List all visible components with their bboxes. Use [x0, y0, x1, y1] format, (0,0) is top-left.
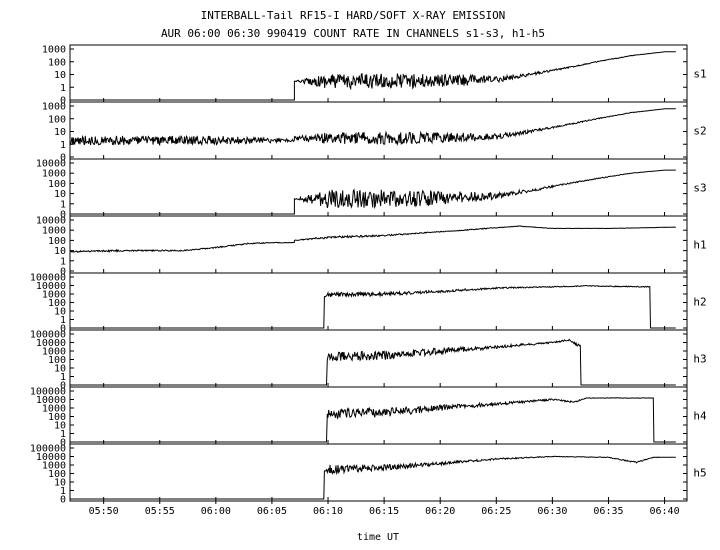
y-tick-label: 10 [54, 189, 66, 200]
series-line-h5 [70, 455, 676, 500]
y-tick-label: 100 [48, 298, 66, 309]
panel-frame [69, 386, 688, 445]
y-tick-label: 10000 [36, 159, 66, 170]
channel-label: h5 [693, 467, 706, 480]
x-tick-label: 06:10 [313, 506, 343, 517]
y-tick-label: 1 [60, 83, 66, 94]
x-tick-label: 06:25 [481, 506, 511, 517]
series-line-s2 [69, 108, 676, 147]
panels-group: 10001001010s110001001010s210000100010010… [30, 44, 707, 506]
x-tick-label: 06:15 [369, 506, 399, 517]
y-tick-label: 1000 [42, 347, 66, 358]
y-tick-label: 100 [48, 469, 66, 480]
x-tick-label: 05:55 [145, 506, 175, 517]
y-tick-label: 100000 [30, 444, 66, 455]
series-line-h2 [70, 284, 676, 329]
y-tick-label: 100 [48, 236, 66, 247]
y-tick-label: 0 [60, 210, 66, 221]
y-tick-label: 100 [48, 412, 66, 423]
y-tick-label: 10 [54, 421, 66, 432]
panel-frame [69, 329, 688, 388]
y-tick-label: 0 [60, 96, 66, 107]
channel-label: s3 [693, 182, 706, 195]
series-line-h4 [70, 397, 676, 443]
x-tick-label: 06:40 [650, 506, 680, 517]
channel-label: s1 [693, 68, 706, 81]
y-tick-label: 10 [54, 70, 66, 81]
y-tick-label: 100000 [30, 387, 66, 398]
y-tick-label: 100 [48, 179, 66, 190]
y-tick-label: 0 [60, 381, 66, 392]
y-tick-label: 10 [54, 307, 66, 318]
x-tick-label: 06:05 [257, 506, 287, 517]
y-tick-label: 100 [48, 355, 66, 366]
y-tick-label: 0 [60, 495, 66, 506]
y-tick-label: 10 [54, 246, 66, 257]
channel-label: s2 [693, 125, 706, 138]
y-tick-label: 0 [60, 153, 66, 164]
y-tick-label: 1 [60, 199, 66, 210]
x-axis-label: time UT [357, 532, 399, 543]
x-axis: 05:50 05:55 06:00 06:05 06:10 06:15 06:20 06:25… [89, 501, 680, 517]
y-tick-label: 1000 [42, 404, 66, 415]
channel-label: h2 [693, 296, 706, 309]
channel-label: h3 [693, 353, 706, 366]
panel-frame [69, 215, 688, 274]
chart-title: INTERBALL-Tail RF15-I HARD/SOFT X-RAY EM… [201, 9, 506, 22]
chart-subtitle: AUR 06:00 06:30 990419 COUNT RATE IN CHA… [161, 27, 545, 40]
y-tick-label: 10000 [36, 338, 66, 349]
x-tick-label: 06:30 [537, 506, 567, 517]
x-tick-label: 06:00 [201, 506, 231, 517]
y-tick-label: 1 [60, 315, 66, 326]
x-tick-label: 06:35 [593, 506, 623, 517]
y-tick-label: 0 [60, 324, 66, 335]
panel-frame [69, 272, 688, 331]
channel-label: h4 [693, 410, 707, 423]
y-tick-label: 10000 [36, 216, 66, 227]
y-tick-label: 10 [54, 478, 66, 489]
series-line-s1 [70, 51, 676, 101]
y-tick-label: 1000 [42, 169, 66, 180]
y-tick-label: 10000 [36, 281, 66, 292]
panel-frame [69, 44, 688, 103]
y-tick-label: 0 [60, 267, 66, 278]
y-tick-label: 10000 [36, 452, 66, 463]
y-tick-label: 10 [54, 127, 66, 138]
y-tick-label: 1 [60, 429, 66, 440]
series-line-h1 [69, 225, 676, 253]
x-tick-label: 06:20 [425, 506, 455, 517]
y-tick-label: 1000 [42, 226, 66, 237]
y-tick-label: 1000 [42, 45, 66, 56]
series-line-s3 [70, 169, 676, 215]
y-tick-label: 1 [60, 486, 66, 497]
y-tick-label: 1 [60, 256, 66, 267]
y-tick-label: 1 [60, 140, 66, 151]
y-tick-label: 100000 [30, 330, 66, 341]
panel-frame [69, 158, 688, 217]
panel-frame [69, 443, 688, 502]
y-tick-label: 0 [60, 438, 66, 449]
y-tick-label: 100 [48, 114, 66, 125]
series-line-h3 [70, 338, 676, 386]
y-tick-label: 10 [54, 364, 66, 375]
y-tick-label: 1000 [42, 461, 66, 472]
y-tick-label: 10000 [36, 395, 66, 406]
x-tick-label: 05:50 [89, 506, 119, 517]
y-tick-label: 100 [48, 57, 66, 68]
y-tick-label: 1000 [42, 102, 66, 113]
y-tick-label: 100000 [30, 273, 66, 284]
y-tick-label: 1000 [42, 290, 66, 301]
panel-frame [69, 101, 688, 160]
channel-label: h1 [693, 239, 706, 252]
y-tick-label: 1 [60, 372, 66, 383]
